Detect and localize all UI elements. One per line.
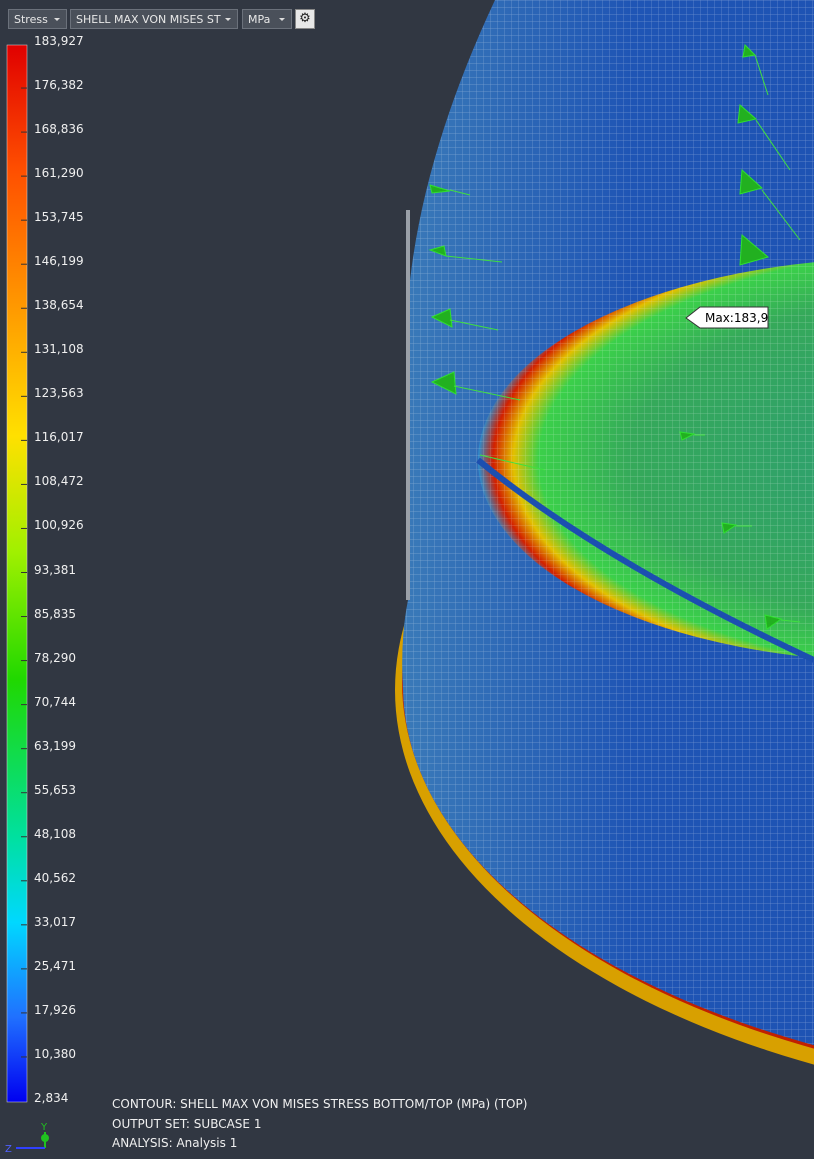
legend-label: 123,563 [34,386,84,401]
legend-label: 153,745 [34,210,84,225]
triad-z-label: Z [5,1144,12,1155]
settings-button[interactable]: ⚙ [295,9,315,29]
legend-label: 85,835 [34,606,76,621]
triad-node [41,1134,49,1142]
legend-label: 100,926 [34,518,84,533]
legend-label: 17,926 [34,1002,76,1017]
max-label: Max:183,9 [705,311,768,325]
legend-label: 25,471 [34,958,76,973]
legend-bar [6,44,28,1103]
legend-label: 108,472 [34,474,84,489]
legend-label: 183,927 [34,34,84,48]
legend-label: 55,653 [34,782,76,797]
legend-label: 70,744 [34,694,76,709]
wall-edge-line [406,210,410,600]
legend-label: 93,381 [34,562,76,577]
floor-mesh [478,262,814,658]
legend-label: 131,108 [34,342,84,357]
wall-edge [476,457,814,663]
legend-label: 2,834 [34,1091,69,1105]
info-output-set: OUTPUT SET: SUBCASE 1 [112,1117,262,1131]
legend-label: 48,108 [34,826,76,841]
legend-label: 176,382 [34,78,84,93]
unit-dropdown[interactable]: MPa [242,9,292,29]
result-type-dropdown[interactable]: Stress [8,9,67,29]
triad-y-label: Y [40,1122,48,1133]
legend-label: 116,017 [34,430,84,445]
legend-label: 161,290 [34,166,84,181]
legend-label: 138,654 [34,298,84,313]
legend-label: 168,836 [34,122,84,137]
legend-label: 33,017 [34,914,76,929]
legend-label: 10,380 [34,1046,76,1061]
legend-label: 78,290 [34,650,76,665]
legend-label: 63,199 [34,738,76,753]
legend-label: 40,562 [34,870,76,885]
load-arrows [428,43,801,630]
component-dropdown[interactable]: SHELL MAX VON MISES ST [70,9,238,29]
info-analysis: ANALYSIS: Analysis 1 [112,1136,238,1150]
legend-label: 146,199 [34,254,84,269]
max-callout [685,306,769,329]
info-contour: CONTOUR: SHELL MAX VON MISES STRESS BOTT… [112,1097,528,1111]
